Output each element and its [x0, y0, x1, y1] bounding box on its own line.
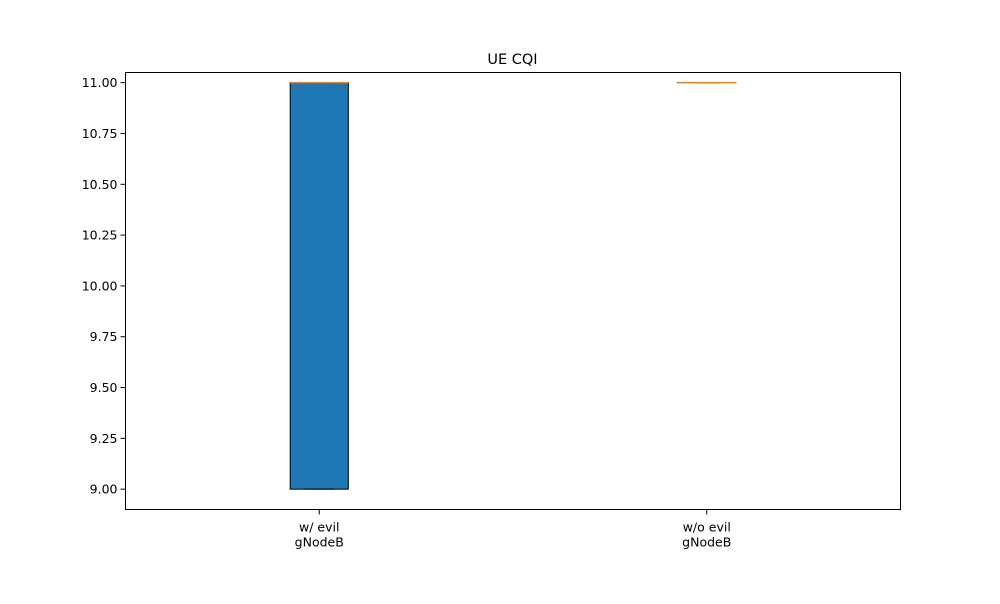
y-tick-label: 10.25 — [82, 228, 118, 243]
y-tick-label: 10.75 — [82, 126, 118, 141]
chart-title: UE CQI — [487, 52, 537, 68]
box-body — [290, 83, 348, 490]
plot-area-frame — [126, 73, 901, 510]
box-1 — [290, 83, 348, 490]
box-series — [290, 83, 736, 490]
y-tick-label: 9.50 — [90, 380, 118, 395]
y-tick-label: 9.75 — [90, 329, 118, 344]
y-tick-label: 10.50 — [82, 177, 118, 192]
y-tick-label: 9.00 — [90, 482, 118, 497]
y-axis: 9.00 9.25 9.50 9.75 10.00 10.25 10.50 10.75 11.0… — [82, 75, 126, 497]
y-tick-label: 10.00 — [82, 278, 118, 293]
y-tick-label: 11.00 — [82, 75, 118, 90]
y-tick-label: 9.25 — [90, 431, 118, 446]
